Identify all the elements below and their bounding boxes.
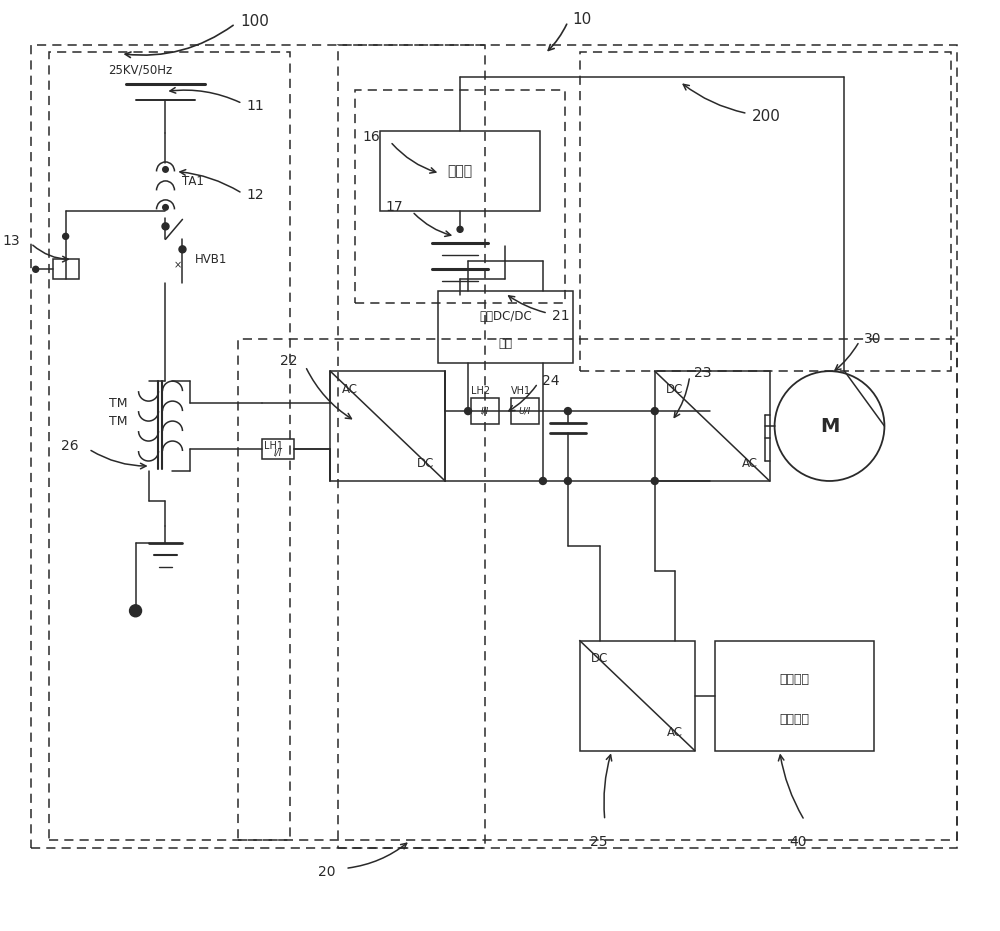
Text: 200: 200 xyxy=(752,109,780,124)
Text: 12: 12 xyxy=(246,188,264,202)
Text: 24: 24 xyxy=(542,374,559,388)
Text: 100: 100 xyxy=(240,14,269,29)
Text: U/I: U/I xyxy=(519,407,531,415)
Circle shape xyxy=(651,478,658,484)
Bar xyxy=(511,398,539,424)
Text: 25: 25 xyxy=(590,835,607,849)
Text: 21: 21 xyxy=(552,309,570,323)
Text: 20: 20 xyxy=(318,866,336,880)
Circle shape xyxy=(564,478,571,484)
Circle shape xyxy=(163,167,168,172)
Text: 26: 26 xyxy=(61,439,78,453)
Bar xyxy=(438,291,573,363)
Bar xyxy=(338,45,957,848)
Text: DC: DC xyxy=(416,456,434,469)
Bar xyxy=(655,371,770,481)
Text: 模块: 模块 xyxy=(498,336,512,349)
Bar xyxy=(31,45,485,848)
Bar xyxy=(330,371,445,481)
Text: 整车其它: 整车其它 xyxy=(780,673,810,685)
Circle shape xyxy=(63,234,69,239)
Text: TM: TM xyxy=(109,414,127,427)
Text: VH1: VH1 xyxy=(511,386,531,396)
Text: 13: 13 xyxy=(3,235,20,249)
Text: 双向DC/DC: 双向DC/DC xyxy=(479,310,532,323)
Text: 用电设备: 用电设备 xyxy=(780,713,810,726)
Text: AC: AC xyxy=(667,726,683,739)
Text: 23: 23 xyxy=(694,366,711,380)
Text: 17: 17 xyxy=(385,200,403,214)
Bar xyxy=(53,260,79,279)
Text: 10: 10 xyxy=(572,12,591,27)
Bar xyxy=(49,51,290,841)
Text: 25KV/50Hz: 25KV/50Hz xyxy=(109,63,173,76)
Circle shape xyxy=(130,605,142,616)
Bar xyxy=(355,89,565,304)
Text: HVB1: HVB1 xyxy=(194,253,227,266)
Circle shape xyxy=(162,223,169,230)
Text: 充电机: 充电机 xyxy=(447,165,473,179)
Text: 11: 11 xyxy=(246,99,264,113)
Text: 30: 30 xyxy=(863,332,881,346)
Text: LH2: LH2 xyxy=(471,386,490,396)
Bar xyxy=(380,131,540,211)
Circle shape xyxy=(33,266,39,272)
Text: 16: 16 xyxy=(362,130,380,144)
Bar xyxy=(262,439,294,459)
Text: M: M xyxy=(820,416,839,436)
Text: 40: 40 xyxy=(790,835,807,849)
Text: DC: DC xyxy=(666,383,683,396)
Circle shape xyxy=(457,226,463,233)
Circle shape xyxy=(564,408,571,414)
Bar xyxy=(715,641,874,750)
Text: TM: TM xyxy=(109,397,127,410)
Text: AC: AC xyxy=(342,383,358,396)
Text: I/I: I/I xyxy=(274,449,282,457)
Text: TA1: TA1 xyxy=(182,175,204,188)
Circle shape xyxy=(179,246,186,253)
Bar xyxy=(580,641,695,750)
Text: 22: 22 xyxy=(280,354,298,368)
Bar xyxy=(580,51,951,371)
Circle shape xyxy=(539,478,546,484)
Bar xyxy=(471,398,499,424)
Text: I/I: I/I xyxy=(481,407,489,415)
Bar xyxy=(238,339,957,841)
Circle shape xyxy=(651,408,658,414)
Text: AC: AC xyxy=(742,456,758,469)
Text: DC: DC xyxy=(591,653,609,666)
Text: ×: × xyxy=(173,261,182,270)
Circle shape xyxy=(465,408,472,414)
Text: LH1: LH1 xyxy=(264,441,283,451)
Circle shape xyxy=(163,205,168,210)
